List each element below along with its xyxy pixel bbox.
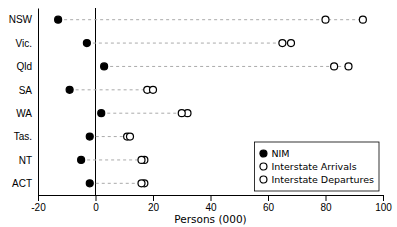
legend-label: Interstate Departures — [271, 174, 374, 185]
point — [101, 63, 108, 70]
x-tick-mark — [96, 195, 97, 201]
y-axis: NSW Vic. Qld SA WA Tas. NT ACT — [9, 9, 39, 196]
x-tick: 40 — [205, 195, 217, 213]
point — [78, 156, 85, 163]
legend-marker — [260, 163, 267, 170]
y-tick: NT — [19, 155, 38, 166]
y-tick-label: Tas. — [14, 131, 32, 142]
point — [127, 133, 134, 140]
x-tick: 80 — [320, 195, 332, 213]
y-tick-label: Qld — [16, 61, 32, 72]
y-tick: WA — [16, 108, 38, 119]
y-tick-label: ACT — [12, 178, 32, 189]
y-tick: NSW — [9, 14, 38, 25]
y-tick: SA — [19, 85, 38, 96]
x-tick: 60 — [263, 195, 275, 213]
point — [288, 40, 295, 47]
x-tick-mark — [153, 195, 154, 201]
x-tick-label: 20 — [148, 202, 160, 213]
y-tick-label: Vic. — [16, 38, 33, 49]
x-tick: 100 — [375, 195, 392, 213]
y-tick: Tas. — [14, 131, 38, 142]
legend-marker — [260, 176, 267, 183]
x-axis-line — [39, 196, 384, 202]
connector — [101, 113, 187, 114]
point — [55, 16, 62, 23]
legend-label: NIM — [271, 148, 289, 159]
point — [345, 63, 352, 70]
x-tick: 20 — [148, 195, 160, 213]
y-tick-label: WA — [16, 108, 32, 119]
point — [138, 156, 145, 163]
x-tick-label: -20 — [31, 202, 46, 213]
plot: -20 0 20 40 60 80 100 NSW Vic. Qld SA WA Tas. NT ACT Pe… — [9, 8, 393, 225]
point — [279, 40, 286, 47]
point — [66, 86, 73, 93]
connector — [87, 43, 291, 44]
y-axis-line — [38, 9, 39, 196]
connector — [81, 159, 144, 160]
point — [331, 63, 338, 70]
x-tick-mark — [211, 195, 212, 201]
zero-line — [95, 8, 96, 195]
x-tick-label: 60 — [263, 202, 275, 213]
point — [86, 180, 93, 187]
connector — [90, 183, 145, 184]
connector — [104, 66, 348, 67]
x-axis-title: Persons (000) — [174, 213, 246, 225]
y-tick-label: SA — [19, 85, 33, 96]
y-tick-label: NT — [19, 155, 32, 166]
legend-item: NIM — [260, 148, 290, 159]
point — [359, 16, 366, 23]
x-tick: -20 — [31, 195, 46, 213]
point — [150, 86, 157, 93]
x-tick-label: 100 — [375, 202, 392, 213]
legend-frame — [254, 142, 379, 191]
x-tick-mark — [383, 195, 384, 201]
x-tick-mark — [38, 195, 39, 201]
y-tick-label: NSW — [9, 14, 33, 25]
x-tick-mark — [326, 195, 327, 201]
y-tick: Vic. — [16, 38, 39, 49]
y-tick: ACT — [12, 178, 38, 189]
x-axis: -20 0 20 40 60 80 100 — [31, 195, 392, 213]
legend-label: Interstate Arrivals — [271, 161, 356, 172]
legend-item: Interstate Arrivals — [260, 161, 357, 172]
chart: -20 0 20 40 60 80 100 NSW Vic. Qld SA WA Tas. NT ACT Pe… — [0, 0, 397, 227]
marks — [55, 8, 367, 195]
point — [322, 16, 329, 23]
point — [83, 40, 90, 47]
x-tick: 0 — [93, 195, 99, 213]
point — [138, 180, 145, 187]
x-tick-label: 0 — [93, 202, 99, 213]
point — [86, 133, 93, 140]
x-tick-label: 40 — [205, 202, 217, 213]
x-tick-mark — [268, 195, 269, 201]
connector — [70, 89, 153, 90]
point — [98, 110, 105, 117]
y-tick: Qld — [16, 61, 38, 72]
legend-item: Interstate Departures — [260, 174, 374, 185]
x-tick-label: 80 — [320, 202, 332, 213]
legend: NIM Interstate Arrivals Interstate Departu… — [254, 142, 379, 191]
connector — [58, 19, 363, 20]
point — [178, 110, 185, 117]
legend-marker — [260, 150, 267, 157]
